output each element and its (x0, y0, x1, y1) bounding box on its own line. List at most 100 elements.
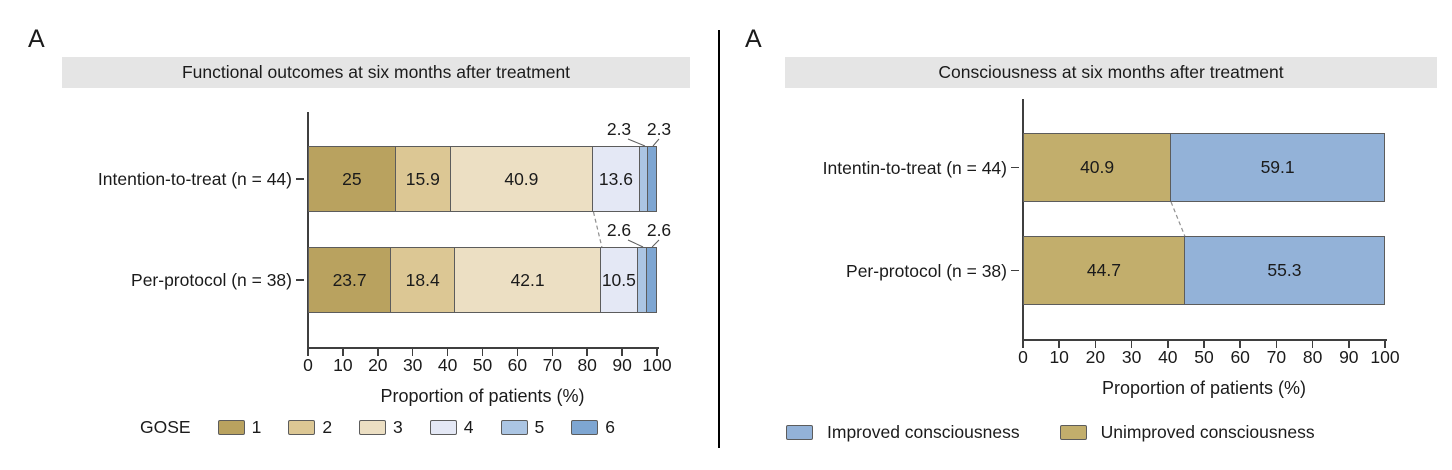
bar-segment: 18.4 (391, 248, 456, 312)
axis-tick (377, 348, 379, 356)
axis-tick-label: 40 (1158, 347, 1178, 367)
axis-tick (1239, 340, 1241, 348)
bar-segment-label: 59.1 (1260, 157, 1295, 177)
legend-swatch (429, 419, 457, 435)
bar-segment-label: 55.3 (1267, 260, 1302, 280)
axis-tick-label: 30 (1121, 347, 1142, 367)
y-axis (1022, 99, 1024, 339)
axis-tick-label: 10 (1049, 347, 1069, 367)
axis-tick-label: 80 (577, 355, 597, 375)
legend-item-label: 5 (534, 416, 545, 437)
x-axis (1022, 339, 1387, 341)
bar-row: 44.7 55.3 (1023, 236, 1385, 305)
axis-tick-label: 30 (402, 355, 423, 375)
legend-item-label: 6 (605, 416, 615, 437)
bar-segment: 25 (309, 147, 396, 211)
connector-line (1170, 201, 1186, 237)
category-label: Intention-to-treat (n = 44) (97, 169, 292, 189)
legend-swatch (571, 419, 599, 435)
axis-tick (1094, 340, 1097, 348)
category-label: Intentin-to-treat (n = 44) (822, 157, 1007, 178)
legend-title: GOSE (140, 416, 191, 437)
category-tick (1011, 269, 1019, 272)
legend-item: 6 (571, 417, 615, 438)
axis-tick (446, 348, 449, 356)
bar-row: 25 15.9 40.9 13.6 (308, 146, 657, 212)
axis-tick-label: 70 (542, 355, 563, 375)
legend: GOSE 1 2 3 4 5 6 (140, 416, 615, 438)
x-axis-title: Proportion of patients (%) (380, 386, 585, 406)
x-axis-title: Proportion of patients (%) (1101, 378, 1307, 398)
axis-tick-label: 100 (642, 355, 672, 375)
legend-item-label: 2 (322, 416, 333, 437)
axis-tick (1130, 340, 1133, 348)
legend-item: 4 (429, 417, 474, 438)
legend-item: 2 (288, 417, 332, 438)
legend-item-label: Improved consciousness (827, 421, 1020, 442)
axis-tick-label: 10 (333, 355, 353, 375)
axis-tick (551, 348, 554, 356)
bar-segment-label: 40.9 (1080, 157, 1115, 177)
leader-line (627, 138, 646, 147)
legend-item-label: 1 (251, 416, 262, 437)
category-tick (1011, 166, 1019, 169)
chart-title: Functional outcomes at six months after … (62, 57, 690, 88)
legend-swatch (217, 419, 245, 435)
bar-outside-label: 2.6 (646, 220, 672, 240)
axis-tick (516, 348, 519, 356)
bar-segment: 44.7 (1024, 237, 1185, 304)
bar-segment: 10.5 (601, 248, 638, 312)
legend-item: 3 (359, 417, 403, 438)
bar-segment-label: 13.6 (598, 168, 633, 189)
bar-segment (637, 248, 647, 312)
panel-letter: A (28, 25, 45, 53)
legend-item: Unimproved consciousness (1059, 421, 1315, 443)
axis-tick (1348, 340, 1350, 348)
bar-segment-label: 18.4 (405, 269, 440, 290)
bar-segment: 15.9 (395, 147, 451, 211)
bar-segment (646, 248, 656, 312)
legend-item-label: Unimproved consciousness (1100, 421, 1315, 442)
bar-segment (648, 147, 656, 211)
axis-tick-label: 40 (437, 355, 458, 375)
y-axis (307, 112, 309, 347)
connector-line (592, 211, 603, 248)
axis-tick-label: 60 (507, 355, 528, 375)
legend-swatch (1059, 424, 1087, 440)
category-tick (296, 178, 304, 180)
axis-tick-label: 80 (1302, 347, 1323, 367)
axis-tick (307, 348, 309, 356)
axis-tick (1203, 340, 1205, 348)
axis-tick (586, 348, 588, 356)
axis-tick-label: 70 (1266, 347, 1287, 367)
bar-segment: 59.1 (1171, 134, 1384, 201)
axis-tick (1058, 340, 1060, 348)
axis-tick-label: 0 (1018, 347, 1028, 367)
bar-segment: 40.9 (450, 147, 593, 211)
leader-line (627, 239, 644, 248)
bar-segment-label: 23.7 (332, 269, 367, 290)
panel-consciousness: A Consciousness at six months after trea… (726, 0, 1452, 470)
axis-tick (342, 348, 344, 356)
bar-segment-label: 25 (342, 168, 362, 189)
bar-outside-label: 2.6 (606, 220, 632, 240)
axis-tick (656, 348, 658, 356)
axis-tick-label: 20 (368, 355, 388, 375)
axis-tick-label: 90 (1339, 347, 1359, 367)
axis-tick-label: 100 (1370, 347, 1400, 367)
bar-segment (640, 147, 648, 211)
leader-line (652, 138, 660, 147)
category-label: Per-protocol (n = 38) (846, 260, 1007, 281)
panel-divider (718, 30, 720, 448)
category-tick (296, 279, 304, 281)
legend-item: Improved consciousness (786, 422, 1020, 443)
axis-tick (1311, 340, 1314, 348)
chart-title: Consciousness at six months after treatm… (785, 57, 1437, 88)
bar-segment-label: 40.9 (504, 168, 539, 189)
axis-tick (411, 348, 414, 356)
legend-swatch (500, 419, 528, 435)
x-axis (307, 347, 659, 349)
axis-tick-label: 90 (612, 355, 632, 375)
axis-tick-label: 50 (472, 355, 493, 375)
